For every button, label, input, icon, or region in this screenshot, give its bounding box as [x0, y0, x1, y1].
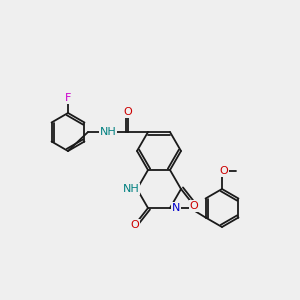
Text: O: O — [220, 166, 228, 176]
Text: O: O — [124, 107, 132, 117]
Text: O: O — [190, 201, 198, 211]
Text: O: O — [130, 220, 140, 230]
Text: N: N — [172, 203, 180, 213]
Text: F: F — [65, 93, 71, 103]
Text: NH: NH — [123, 184, 140, 194]
Text: NH: NH — [100, 127, 116, 137]
